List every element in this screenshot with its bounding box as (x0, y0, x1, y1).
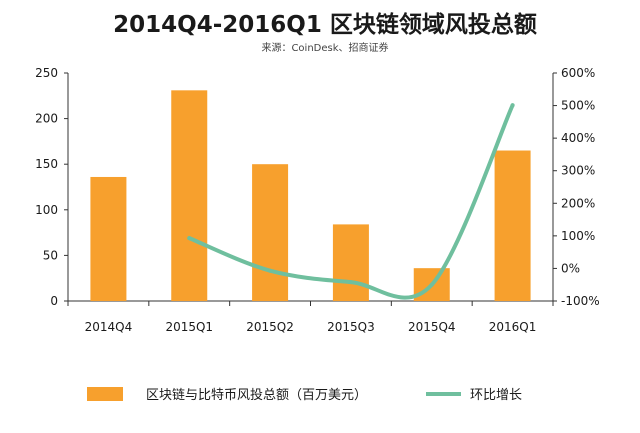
line-series (187, 103, 515, 300)
bar-2015Q1 (171, 90, 208, 301)
right-tick-label: -100% (561, 294, 600, 308)
x-tick-label: 2016Q1 (489, 320, 537, 334)
growth-point-2015Q2 (268, 268, 273, 273)
left-tick-label: 100 (35, 203, 58, 217)
left-axis-ticks: 0 50 100 150 200 250 (35, 66, 68, 308)
growth-line (187, 103, 515, 300)
x-tick-label: 2015Q2 (246, 320, 294, 334)
left-tick-label: 150 (35, 157, 58, 171)
right-axis-ticks: -100% 0% 100% 200% 300% 400% 500% 600% (553, 66, 600, 308)
x-axis-ticks: 2014Q4 2015Q1 2015Q2 2015Q3 2015Q4 2016Q1 (85, 320, 537, 334)
growth-point-2015Q3 (348, 280, 353, 285)
bar-series (90, 90, 531, 301)
x-tick-label: 2015Q1 (165, 320, 213, 334)
bar-2015Q2 (252, 164, 289, 301)
left-tick-label: 0 (50, 294, 58, 308)
legend-bar-label: 区块链与比特币风投总额（百万美元） (146, 387, 367, 403)
right-tick-label: 400% (561, 131, 595, 145)
right-tick-label: 0% (561, 261, 580, 275)
chart-subtitle: 来源：CoinDesk、招商证券 (261, 41, 388, 54)
legend-line-label: 环比增长 (470, 388, 522, 403)
right-tick-label: 100% (561, 229, 595, 243)
left-tick-label: 200 (35, 112, 58, 126)
growth-point-2015Q4 (429, 282, 434, 287)
legend-bar-swatch (87, 387, 123, 401)
x-tick-label: 2014Q4 (85, 320, 133, 334)
growth-point-2016Q1 (510, 103, 515, 108)
x-tick-label: 2015Q3 (327, 320, 375, 334)
right-tick-label: 300% (561, 164, 595, 178)
chart-title: 2014Q4-2016Q1 区块链领域风投总额 (113, 11, 537, 38)
right-tick-label: 500% (561, 99, 595, 113)
right-tick-label: 600% (561, 66, 595, 80)
bar-2015Q3 (332, 224, 369, 301)
x-tick-label: 2015Q4 (408, 320, 456, 334)
bar-2014Q4 (90, 176, 127, 301)
legend: 区块链与比特币风投总额（百万美元） 环比增长 (87, 387, 522, 403)
right-tick-label: 200% (561, 196, 595, 210)
left-tick-label: 50 (43, 248, 58, 262)
bar-2016Q1 (494, 150, 531, 301)
left-tick-label: 250 (35, 66, 58, 80)
growth-point-2015Q1 (187, 236, 192, 241)
axes (67, 73, 554, 306)
